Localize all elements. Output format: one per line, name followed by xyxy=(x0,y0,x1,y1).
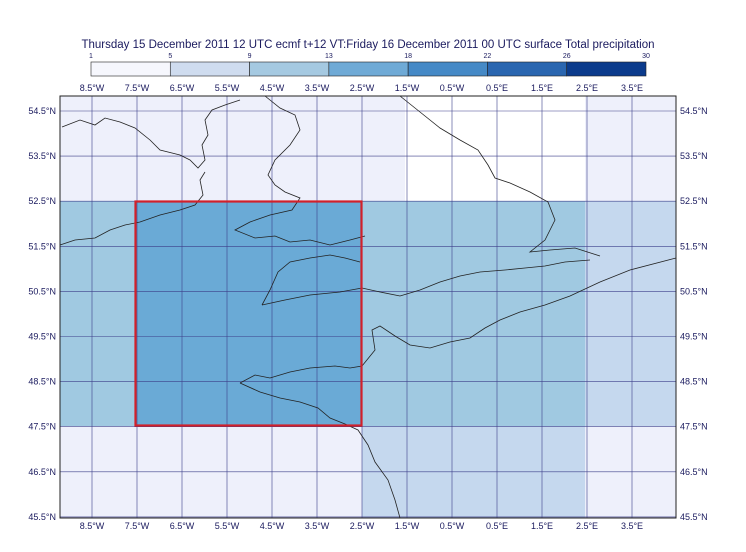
longitude-label: 8.5°W xyxy=(80,83,105,93)
longitude-label: 3.5°E xyxy=(621,83,643,93)
longitude-label: 7.5°W xyxy=(125,521,150,531)
coastline xyxy=(261,254,361,306)
coastline xyxy=(239,382,401,519)
precip-cell xyxy=(585,201,676,426)
colorbar-label: 13 xyxy=(325,53,333,60)
longitude-label: 8.5°W xyxy=(80,521,105,531)
longitude-label: 2.5°E xyxy=(576,521,598,531)
colorbar-label: 1 xyxy=(89,53,93,60)
coastline xyxy=(61,99,241,169)
precip-cell xyxy=(135,201,362,426)
longitude-label: 0.5°E xyxy=(486,83,508,93)
latitude-label: 53.5°N xyxy=(28,151,56,161)
precip-cell xyxy=(405,96,585,201)
latitude-label: 47.5°N xyxy=(680,422,708,432)
map-frame xyxy=(59,95,677,519)
latitude-label: 53.5°N xyxy=(680,151,708,161)
longitude-label: 7.5°W xyxy=(125,83,150,93)
colorbar-label: 5 xyxy=(168,53,172,60)
longitude-label: 6.5°W xyxy=(170,521,195,531)
colorbar-label: 9 xyxy=(248,53,252,60)
longitude-label: 5.5°W xyxy=(215,521,240,531)
latitude-label: 54.5°N xyxy=(680,106,708,116)
colorbar-label: 30 xyxy=(642,53,650,60)
latitude-label: 46.5°N xyxy=(680,467,708,477)
coastlines xyxy=(59,95,677,519)
latitude-label: 48.5°N xyxy=(680,377,708,387)
longitude-label: 4.5°W xyxy=(260,83,285,93)
longitude-label: 0.5°E xyxy=(486,521,508,531)
axis-labels: 8.5°W 8.5°W 7.5°W 7.5°W 6.5°W 6.5°W 5.5°W 5.5°W… xyxy=(28,83,707,531)
longitude-label: 1.5°W xyxy=(395,83,420,93)
longitude-label: 6.5°W xyxy=(170,83,195,93)
coastline xyxy=(239,257,677,384)
precip-cell xyxy=(362,201,585,426)
latitude-label: 46.5°N xyxy=(28,467,56,477)
coastline xyxy=(399,95,601,257)
title: Thursday 15 December 2011 12 UTC ecmf t+… xyxy=(81,39,654,51)
latitude-label: 52.5°N xyxy=(680,196,708,206)
longitude-label: 3.5°E xyxy=(621,521,643,531)
latitude-label: 49.5°N xyxy=(28,332,56,342)
longitude-label: 1.5°W xyxy=(395,521,420,531)
latitude-label: 47.5°N xyxy=(28,422,56,432)
coastline xyxy=(234,95,366,246)
highlight-box xyxy=(134,200,363,427)
latitude-label: 51.5°N xyxy=(28,241,56,251)
longitude-label: 4.5°W xyxy=(260,521,285,531)
colorbar-swatch xyxy=(328,61,409,77)
latitude-label: 54.5°N xyxy=(28,106,56,116)
longitude-label: 0.5°W xyxy=(440,521,465,531)
colorbar: 1 5 9 13 18 22 26 30 xyxy=(89,53,650,77)
coastline xyxy=(261,259,591,306)
latitude-label: 45.5°N xyxy=(28,512,56,522)
latitude-label: 48.5°N xyxy=(28,377,56,387)
longitude-label: 1.5°E xyxy=(531,521,553,531)
longitude-label: 1.5°E xyxy=(531,83,553,93)
latitude-label: 51.5°N xyxy=(680,241,708,251)
longitude-label: 5.5°W xyxy=(215,83,240,93)
colorbar-label: 18 xyxy=(404,53,412,60)
colorbar-label: 26 xyxy=(563,53,571,60)
longitude-label: 2.5°W xyxy=(350,83,375,93)
longitude-label: 3.5°W xyxy=(305,83,330,93)
colorbar-swatch xyxy=(487,61,568,77)
longitude-label: 0.5°W xyxy=(440,83,465,93)
precip-cell xyxy=(60,201,135,426)
longitude-label: 3.5°W xyxy=(305,521,330,531)
colorbar-swatch xyxy=(407,61,488,77)
latitude-label: 49.5°N xyxy=(680,332,708,342)
latitude-label: 52.5°N xyxy=(28,196,56,206)
coastline xyxy=(59,171,206,246)
latitude-label: 50.5°N xyxy=(28,286,56,296)
longitude-label: 2.5°E xyxy=(576,83,598,93)
longitude-label: 2.5°W xyxy=(350,521,375,531)
map xyxy=(59,95,677,519)
colorbar-swatch xyxy=(249,61,330,77)
latitude-label: 45.5°N xyxy=(680,512,708,522)
latitude-label: 50.5°N xyxy=(680,286,708,296)
colorbar-swatch xyxy=(90,61,171,77)
colorbar-label: 22 xyxy=(484,53,492,60)
colorbar-swatch xyxy=(566,61,647,77)
colorbar-swatch xyxy=(169,61,250,77)
